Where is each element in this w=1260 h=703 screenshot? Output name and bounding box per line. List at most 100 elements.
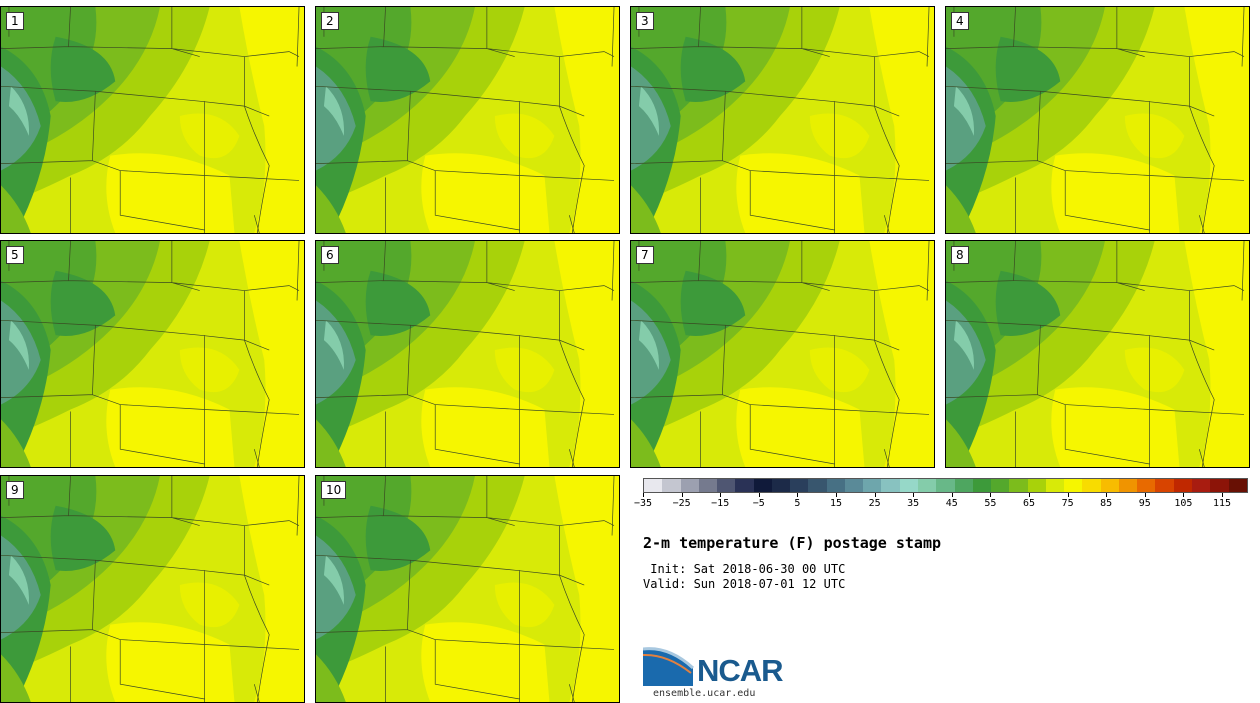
colorbar-tick <box>643 493 644 497</box>
colorbar-swatch <box>936 479 955 492</box>
colorbar-tick-label: −15 <box>711 498 730 509</box>
member-number: 1 <box>6 12 24 30</box>
colorbar-swatch <box>698 479 718 492</box>
colorbar-tick <box>758 493 760 497</box>
colorbar-swatch <box>1118 479 1138 492</box>
colorbar-tick <box>720 493 722 497</box>
colorbar-tick-label: 25 <box>868 498 881 509</box>
temperature-map <box>631 241 934 467</box>
member-panel: 5 <box>0 240 305 468</box>
temperature-map <box>316 7 619 233</box>
colorbar-tick <box>951 493 953 497</box>
colorbar-tick <box>913 493 915 497</box>
temperature-map <box>316 241 619 467</box>
colorbar-tick-label: 105 <box>1174 498 1193 509</box>
member-panel: 6 <box>315 240 620 468</box>
member-panel: 4 <box>945 6 1250 234</box>
colorbar-tick <box>836 493 837 497</box>
colorbar-swatch <box>771 479 791 492</box>
colorbar-swatch <box>1100 479 1119 492</box>
colorbar-tick-label: −5 <box>752 498 765 509</box>
colorbar-tick-label: 65 <box>1022 498 1036 509</box>
colorbar-swatch <box>1173 479 1192 492</box>
colorbar-swatch <box>644 479 663 492</box>
colorbar-tick-label: 55 <box>984 498 997 509</box>
member-number: 9 <box>6 481 24 499</box>
colorbar-swatch <box>662 479 681 492</box>
colorbar-swatch <box>844 479 864 492</box>
colorbar-tick-label: −35 <box>633 498 653 509</box>
colorbar-tick-label: 95 <box>1138 498 1151 509</box>
colorbar-swatch <box>1155 479 1174 492</box>
member-panel: 3 <box>630 6 935 234</box>
temperature-map <box>946 7 1249 233</box>
colorbar-swatch <box>991 479 1010 492</box>
temperature-map <box>946 241 1249 467</box>
colorbar-swatch <box>863 479 882 492</box>
member-panel: 2 <box>315 6 620 234</box>
member-panel: 1 <box>0 6 305 234</box>
member-number: 6 <box>321 246 339 264</box>
member-number: 4 <box>951 12 969 30</box>
colorbar-swatch <box>753 479 772 492</box>
temperature-map <box>631 7 934 233</box>
member-number: 2 <box>321 12 339 30</box>
member-number: 10 <box>321 481 347 499</box>
member-panel: 10 <box>315 475 620 703</box>
colorbar-swatch <box>1027 479 1046 492</box>
temperature-map <box>1 241 304 467</box>
colorbar-tick <box>1067 493 1069 497</box>
site-url: ensemble.ucar.edu <box>653 688 756 699</box>
colorbar-tick <box>1106 493 1108 497</box>
colorbar-swatch <box>1082 479 1101 492</box>
colorbar-tick-label: 15 <box>829 498 843 509</box>
colorbar-swatch <box>1191 479 1211 492</box>
colorbar-tick-label: 35 <box>907 498 920 509</box>
colorbar-swatch <box>1045 479 1065 492</box>
ncar-logo-text: NCAR <box>697 653 784 688</box>
plot-title: 2-m temperature (F) postage stamp <box>643 534 942 552</box>
colorbar-swatch <box>808 479 827 492</box>
colorbar-swatch <box>790 479 809 492</box>
member-number: 3 <box>636 12 654 30</box>
colorbar-tick-label: −25 <box>672 498 691 509</box>
colorbar-tick <box>990 493 992 497</box>
temperature-map <box>1 476 304 702</box>
colorbar-tick <box>797 493 799 497</box>
colorbar-swatch <box>917 479 937 492</box>
member-number: 7 <box>636 246 654 264</box>
valid-time: Valid: Sun 2018-07-01 12 UTC <box>643 577 846 591</box>
member-panel: 9 <box>0 475 305 703</box>
colorbar-swatch <box>881 479 900 492</box>
temperature-map <box>1 7 304 233</box>
colorbar-tick <box>681 493 683 497</box>
colorbar-tick-label: 75 <box>1061 498 1074 509</box>
colorbar-swatch <box>1210 479 1229 492</box>
colorbar-tick-label: 45 <box>945 498 958 509</box>
colorbar-swatch <box>826 479 845 492</box>
colorbar-swatch <box>1064 479 1083 492</box>
ncar-logo-icon <box>643 647 695 686</box>
temperature-colorbar <box>643 478 1248 493</box>
colorbar-tick-label: 115 <box>1212 498 1232 509</box>
colorbar-tick <box>1029 493 1030 497</box>
init-time: Init: Sat 2018-06-30 00 UTC <box>643 562 846 576</box>
colorbar-tick-label: 85 <box>1100 498 1113 509</box>
colorbar-tick <box>1144 493 1146 497</box>
colorbar-swatch <box>899 479 918 492</box>
colorbar-swatch <box>1137 479 1156 492</box>
colorbar-tick <box>1222 493 1223 497</box>
colorbar-swatch <box>680 479 699 492</box>
colorbar-tick-labels: −35 −25 −15 −5 5 15 25 35 45 55 65 75 85 95 105 115 <box>634 493 1248 512</box>
colorbar-tick <box>1183 493 1185 497</box>
colorbar-swatch <box>1228 479 1247 492</box>
colorbar-swatch <box>717 479 736 492</box>
colorbar-tick-label: 5 <box>794 498 801 509</box>
temperature-map <box>316 476 619 702</box>
member-number: 8 <box>951 246 969 264</box>
colorbar-tick <box>874 493 876 497</box>
member-panel: 7 <box>630 240 935 468</box>
colorbar-swatch <box>954 479 973 492</box>
colorbar-swatch <box>972 479 992 492</box>
colorbar-swatch <box>1009 479 1028 492</box>
